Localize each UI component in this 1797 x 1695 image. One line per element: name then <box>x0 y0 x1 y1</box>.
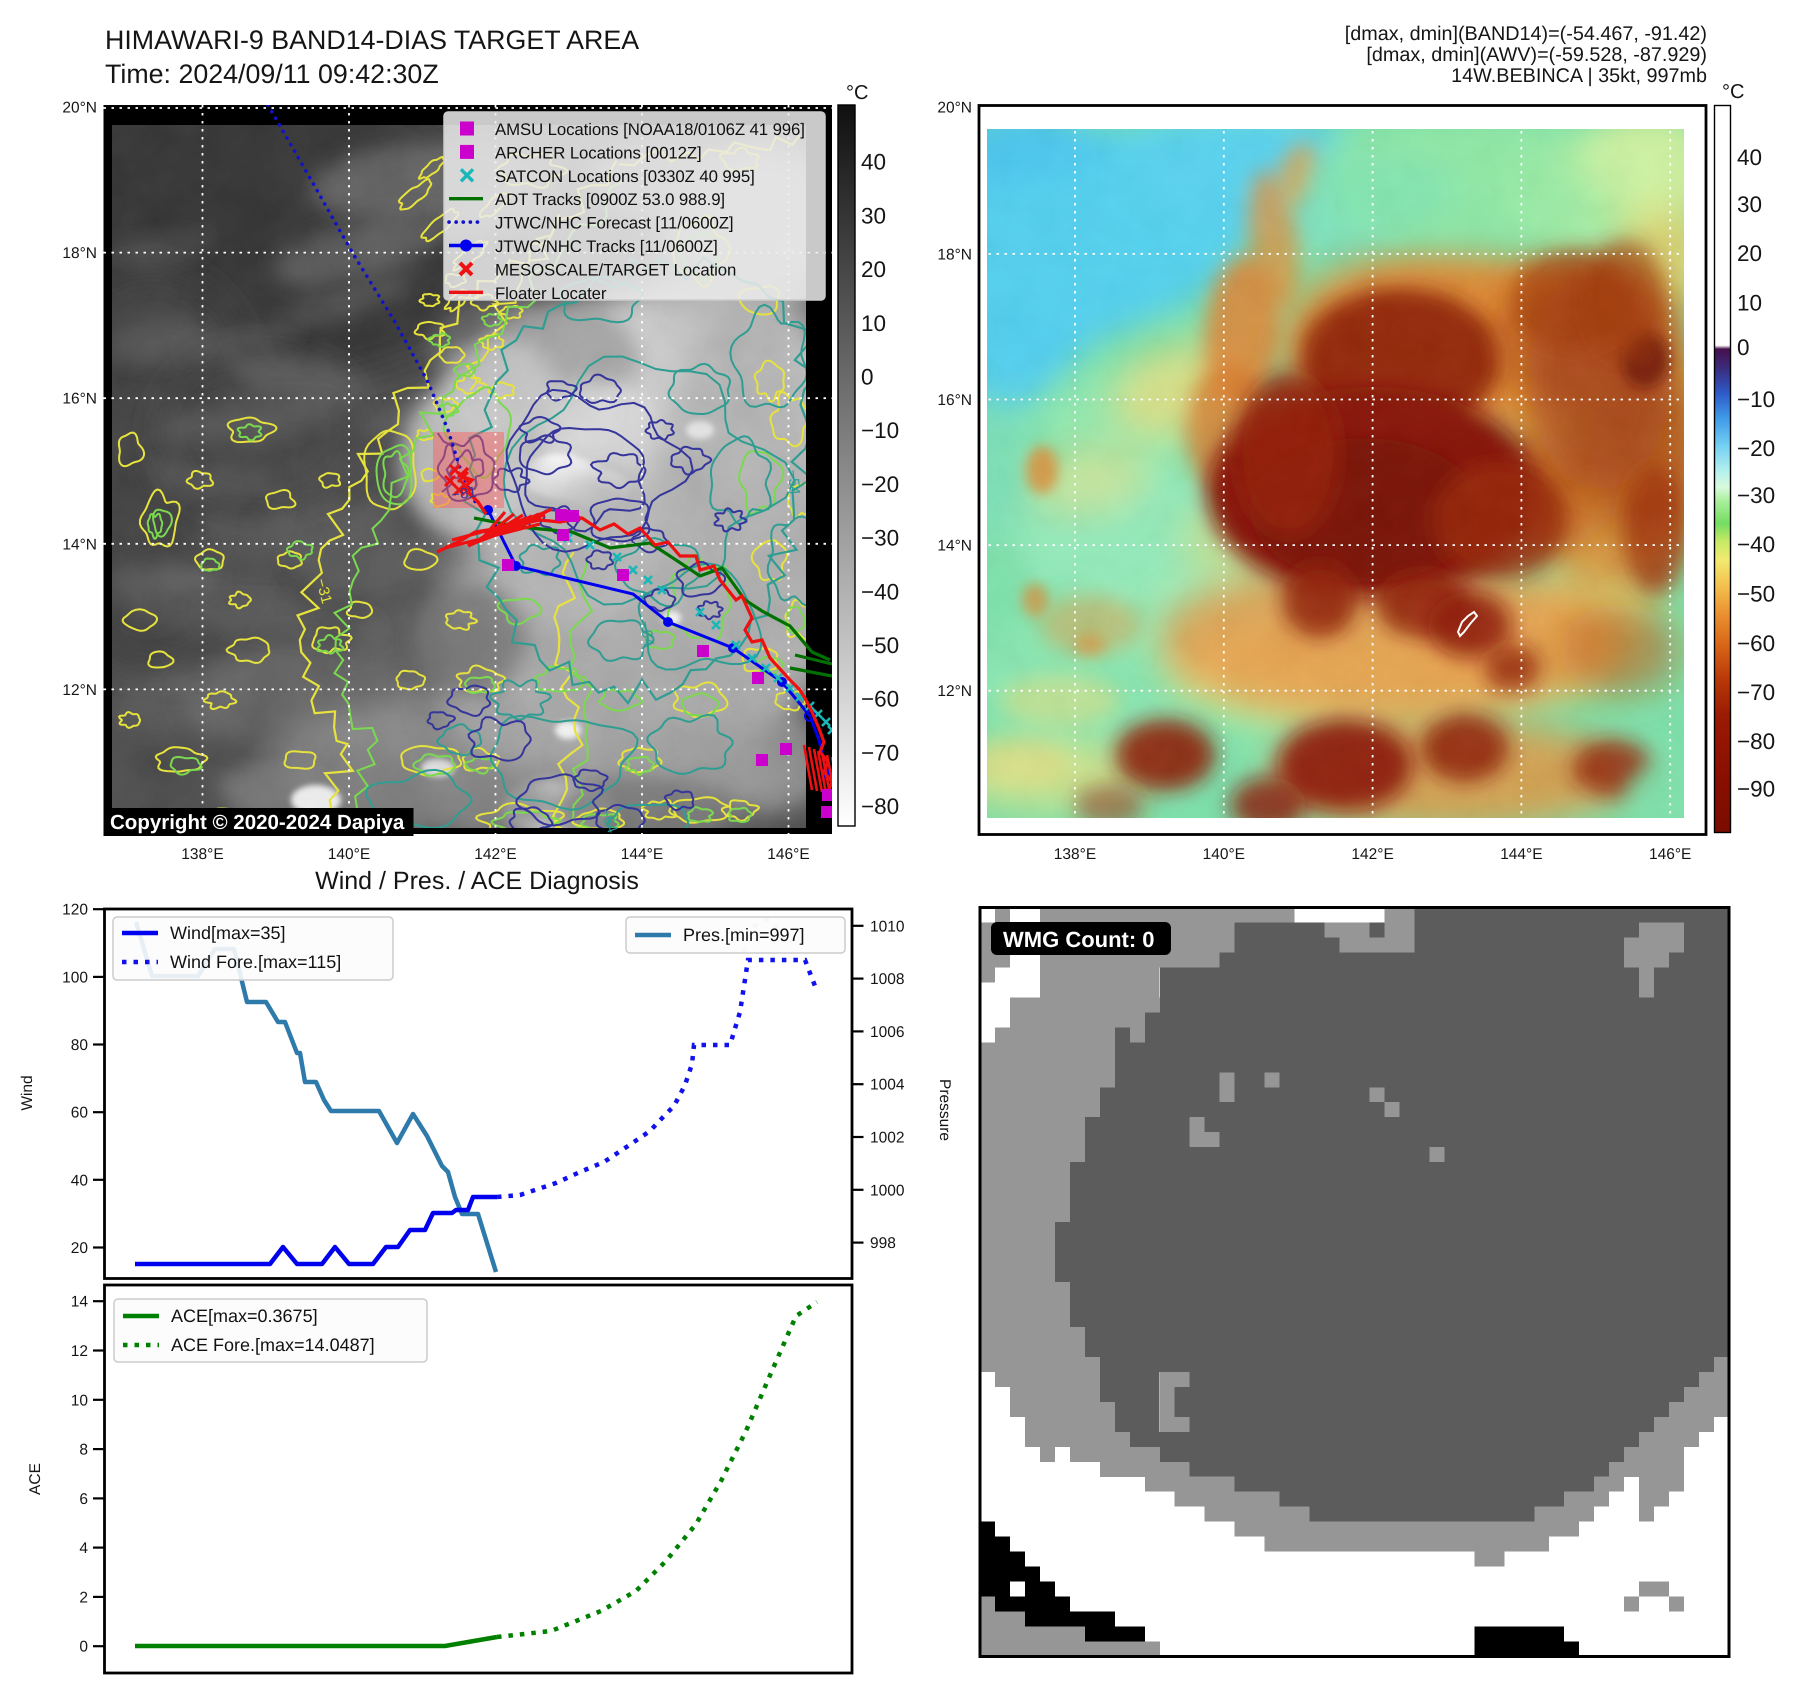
svg-text:−60: −60 <box>1737 631 1775 656</box>
svg-text:Floater Locater: Floater Locater <box>495 284 607 303</box>
svg-text:[dmax, dmin](AWV)=(-59.528, -8: [dmax, dmin](AWV)=(-59.528, -87.929) <box>1366 44 1707 66</box>
svg-text:142°E: 142°E <box>474 846 516 863</box>
svg-text:−20: −20 <box>1737 436 1775 461</box>
svg-text:140°E: 140°E <box>1203 846 1245 863</box>
svg-text:ADT Tracks [0900Z 53.0 988.9]: ADT Tracks [0900Z 53.0 988.9] <box>495 190 725 209</box>
svg-text:16°N: 16°N <box>62 391 97 408</box>
svg-text:146°E: 146°E <box>767 846 809 863</box>
svg-text:1000: 1000 <box>870 1182 905 1199</box>
svg-text:20: 20 <box>861 257 886 282</box>
svg-text:10: 10 <box>1737 291 1762 316</box>
svg-text:WMG Count: 0: WMG Count: 0 <box>1003 927 1155 952</box>
svg-text:Pres.[min=997]: Pres.[min=997] <box>683 925 805 945</box>
svg-text:−31: −31 <box>312 577 335 606</box>
svg-text:Wind: Wind <box>19 1075 36 1110</box>
svg-text:−70: −70 <box>861 740 899 765</box>
svg-text:140°E: 140°E <box>328 846 370 863</box>
svg-text:998: 998 <box>870 1235 896 1252</box>
svg-text:14W.BEBINCA | 35kt, 997mb: 14W.BEBINCA | 35kt, 997mb <box>1451 65 1707 87</box>
svg-text:−81: −81 <box>450 484 478 504</box>
svg-text:6: 6 <box>79 1491 88 1508</box>
svg-text:4: 4 <box>79 1540 88 1557</box>
svg-text:20: 20 <box>1737 241 1762 266</box>
svg-text:40: 40 <box>1737 145 1762 170</box>
svg-text:20: 20 <box>71 1240 89 1257</box>
svg-text:−10: −10 <box>861 418 899 443</box>
svg-text:146°E: 146°E <box>1649 846 1691 863</box>
svg-text:−20: −20 <box>861 472 899 497</box>
svg-text:138°E: 138°E <box>1054 846 1096 863</box>
svg-text:°C: °C <box>846 82 868 104</box>
svg-text:−60: −60 <box>861 687 899 712</box>
svg-text:10: 10 <box>861 311 886 336</box>
svg-text:−90: −90 <box>1737 776 1775 801</box>
svg-text:14: 14 <box>71 1294 89 1311</box>
svg-text:−80: −80 <box>861 794 899 819</box>
svg-text:1010: 1010 <box>870 918 905 935</box>
svg-text:−70: −70 <box>1737 680 1775 705</box>
svg-text:ACE Fore.[max=14.0487]: ACE Fore.[max=14.0487] <box>171 1335 375 1355</box>
svg-text:8: 8 <box>79 1442 88 1459</box>
svg-text:60: 60 <box>71 1105 89 1122</box>
svg-text:12°N: 12°N <box>937 683 972 700</box>
svg-text:HIMAWARI-9 BAND14-DIAS TARGET: HIMAWARI-9 BAND14-DIAS TARGET AREA <box>105 25 639 55</box>
svg-text:18°N: 18°N <box>937 246 972 263</box>
svg-text:30: 30 <box>1737 192 1762 217</box>
svg-text:−54: −54 <box>784 469 803 496</box>
svg-text:16°N: 16°N <box>937 392 972 409</box>
svg-text:−40: −40 <box>1737 532 1775 557</box>
svg-text:[dmax, dmin](BAND14)=(-54.467,: [dmax, dmin](BAND14)=(-54.467, -91.42) <box>1345 23 1707 45</box>
svg-text:−64: −64 <box>636 620 657 648</box>
svg-text:120: 120 <box>62 902 88 919</box>
svg-text:30: 30 <box>861 203 886 228</box>
svg-text:20°N: 20°N <box>62 100 97 117</box>
svg-text:Pressure: Pressure <box>936 1079 953 1141</box>
svg-text:MESOSCALE/TARGET Location: MESOSCALE/TARGET Location <box>495 260 736 279</box>
svg-text:−30: −30 <box>861 526 899 551</box>
svg-text:−30: −30 <box>1737 483 1775 508</box>
svg-text:1006: 1006 <box>870 1024 904 1041</box>
svg-text:AMSU Locations [NOAA18/0106Z 4: AMSU Locations [NOAA18/0106Z 41 996] <box>495 120 805 139</box>
svg-text:−40: −40 <box>861 579 899 604</box>
svg-text:14°N: 14°N <box>937 538 972 555</box>
svg-text:Wind Fore.[max=115]: Wind Fore.[max=115] <box>170 952 341 972</box>
svg-text:142°E: 142°E <box>1351 846 1393 863</box>
svg-text:Wind / Pres. / ACE Diagnosis: Wind / Pres. / ACE Diagnosis <box>315 867 639 895</box>
svg-text:−10: −10 <box>1737 387 1775 412</box>
svg-text:100: 100 <box>62 969 88 986</box>
svg-text:1004: 1004 <box>870 1077 905 1094</box>
svg-text:0: 0 <box>79 1639 88 1656</box>
svg-text:1008: 1008 <box>870 971 904 988</box>
svg-text:ACE: ACE <box>27 1463 44 1495</box>
svg-text:144°E: 144°E <box>1500 846 1542 863</box>
svg-text:12°N: 12°N <box>62 682 97 699</box>
svg-text:144°E: 144°E <box>621 846 663 863</box>
svg-text:80: 80 <box>71 1037 89 1054</box>
svg-text:−50: −50 <box>1737 582 1775 607</box>
svg-text:18°N: 18°N <box>62 245 97 262</box>
svg-text:−80: −80 <box>1737 729 1775 754</box>
svg-text:JTWC/NHC Tracks [11/0600Z]: JTWC/NHC Tracks [11/0600Z] <box>495 237 718 256</box>
svg-text:40: 40 <box>71 1172 89 1189</box>
svg-text:0: 0 <box>1737 335 1750 360</box>
svg-text:Copyright © 2020-2024 Dapiya: Copyright © 2020-2024 Dapiya <box>110 811 405 834</box>
svg-text:°C: °C <box>1722 81 1744 103</box>
svg-text:40: 40 <box>861 150 886 175</box>
svg-text:1002: 1002 <box>870 1130 904 1147</box>
svg-text:Time: 2024/09/11 09:42:30Z: Time: 2024/09/11 09:42:30Z <box>105 59 439 89</box>
svg-text:12: 12 <box>71 1343 88 1360</box>
svg-text:10: 10 <box>71 1392 89 1409</box>
svg-text:0: 0 <box>861 365 874 390</box>
svg-text:SATCON Locations [0330Z 40 995: SATCON Locations [0330Z 40 995] <box>495 167 755 186</box>
svg-text:20°N: 20°N <box>937 100 972 117</box>
svg-text:2: 2 <box>79 1589 88 1606</box>
svg-text:14°N: 14°N <box>62 536 97 553</box>
svg-text:Wind[max=35]: Wind[max=35] <box>170 923 286 943</box>
svg-text:−50: −50 <box>861 633 899 658</box>
svg-text:ARCHER Locations [0012Z]: ARCHER Locations [0012Z] <box>495 143 702 162</box>
svg-text:138°E: 138°E <box>181 846 223 863</box>
svg-text:JTWC/NHC Forecast [11/0600Z]: JTWC/NHC Forecast [11/0600Z] <box>495 214 733 233</box>
svg-text:ACE[max=0.3675]: ACE[max=0.3675] <box>171 1306 318 1326</box>
